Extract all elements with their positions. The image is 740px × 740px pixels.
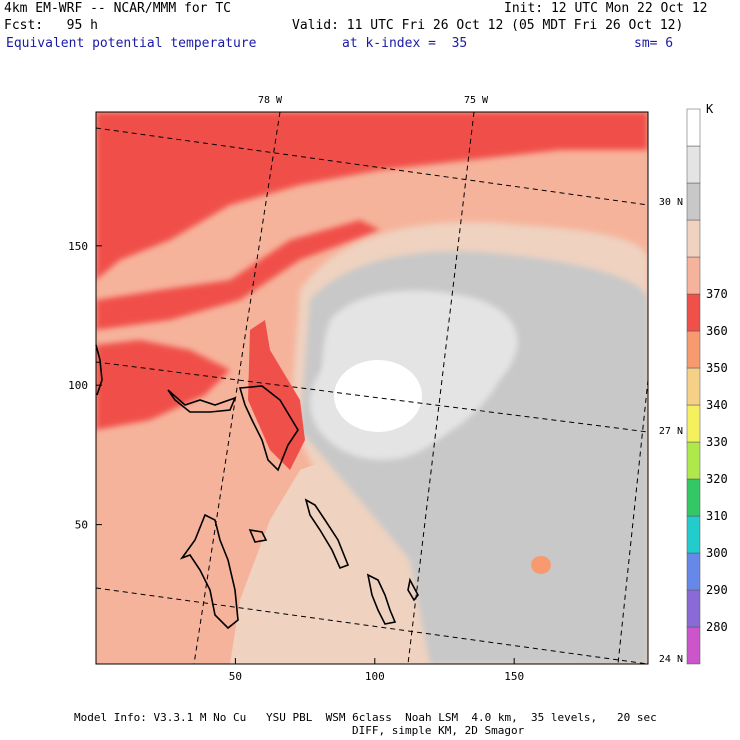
lat-label: 24 N: [659, 654, 683, 665]
shading-band: [96, 220, 380, 330]
model-title: 4km EM-WRF -- NCAR/MMM for TC: [4, 1, 231, 16]
shading-band: [334, 360, 422, 432]
eleuthera-coast: [304, 498, 350, 570]
colorbar-label: 280: [706, 620, 728, 634]
lon-line-78w: [193, 112, 281, 664]
colorbar-swatch: [686, 367, 701, 406]
colorbar-swatch: [686, 293, 701, 332]
colorbar-swatch: [686, 145, 701, 184]
field-shading: [96, 112, 648, 664]
colorbar-label: 370: [706, 287, 728, 301]
coastlines: [95, 344, 419, 630]
colorbar-label: 290: [706, 583, 728, 597]
geo-labels: 78 W 75 W 30 N 27 N 24 N: [258, 95, 683, 665]
colorbar-swatch: [686, 478, 701, 517]
y-tick-label: 50: [75, 519, 88, 532]
lon-line-75w: [407, 112, 475, 664]
level-label: at k-index = 35: [342, 36, 468, 51]
colorbar-swatch: [686, 182, 701, 221]
lon-label: 75 W: [464, 95, 489, 106]
colorbar-label: 300: [706, 546, 728, 560]
y-tick-label: 100: [68, 379, 88, 392]
shading-band: [531, 556, 551, 574]
colorbar-swatch: [686, 108, 701, 147]
colorbar-swatch: [686, 404, 701, 443]
x-tick-label: 50: [229, 670, 242, 683]
lat-label: 27 N: [659, 426, 683, 437]
lon-label: 78 W: [258, 95, 283, 106]
colorbar-label: 340: [706, 398, 728, 412]
colorbar-swatch: [686, 330, 701, 369]
exuma-coast: [366, 573, 397, 625]
axis-ticks: 50 100 150 50 100 150: [68, 240, 524, 683]
plot-frame: [95, 111, 649, 665]
lat-line-24n: [96, 587, 648, 664]
y-tick-label: 150: [68, 240, 88, 253]
lat-line-30n: [96, 127, 648, 206]
colorbar-swatch: [686, 441, 701, 480]
shading-band: [96, 112, 648, 280]
colorbar-label: 360: [706, 324, 728, 338]
x-tick-label: 100: [365, 670, 385, 683]
lat-line-27n: [96, 361, 648, 433]
model-info-line1: Model Info: V3.3.1 M No Cu YSU PBL WSM 6…: [74, 711, 657, 724]
shading-band: [96, 340, 230, 430]
colorbar-label: 350: [706, 361, 728, 375]
forecast-hour: Fcst: 95 h: [4, 18, 98, 33]
long-island-coast: [407, 577, 419, 602]
graticule: [96, 112, 648, 664]
colorbar-swatch: [686, 552, 701, 591]
florida-coast: [95, 344, 103, 396]
colorbar: 280 290 300 310 320 330 340 350 360 370 K: [686, 102, 728, 665]
lat-label: 30 N: [659, 197, 683, 208]
new-providence-coast: [248, 528, 268, 543]
colorbar-swatch: [686, 515, 701, 554]
colorbar-label: 310: [706, 509, 728, 523]
x-tick-label: 150: [504, 670, 524, 683]
init-time: Init: 12 UTC Mon 22 Oct 12: [504, 1, 708, 16]
colorbar-swatch: [686, 589, 701, 628]
colorbar-swatch: [686, 219, 701, 258]
colorbar-swatch: [686, 256, 701, 295]
abaco-coast: [238, 385, 299, 472]
model-info-line2: DIFF, simple KM, 2D Smagor: [352, 724, 525, 737]
shading-band: [248, 320, 305, 470]
colorbar-label: 330: [706, 435, 728, 449]
lon-line-72w: [617, 379, 648, 664]
grand-bahama-coast: [167, 389, 237, 413]
valid-time: Valid: 11 UTC Fri 26 Oct 12 (05 MDT Fri …: [292, 18, 684, 33]
smoothing-label: sm= 6: [634, 36, 674, 51]
field-name: Equivalent potential temperature: [6, 36, 257, 51]
andros-coast: [179, 513, 239, 630]
colorbar-label: 320: [706, 472, 728, 486]
colorbar-unit: K: [706, 102, 714, 116]
colorbar-swatch: [686, 626, 701, 665]
